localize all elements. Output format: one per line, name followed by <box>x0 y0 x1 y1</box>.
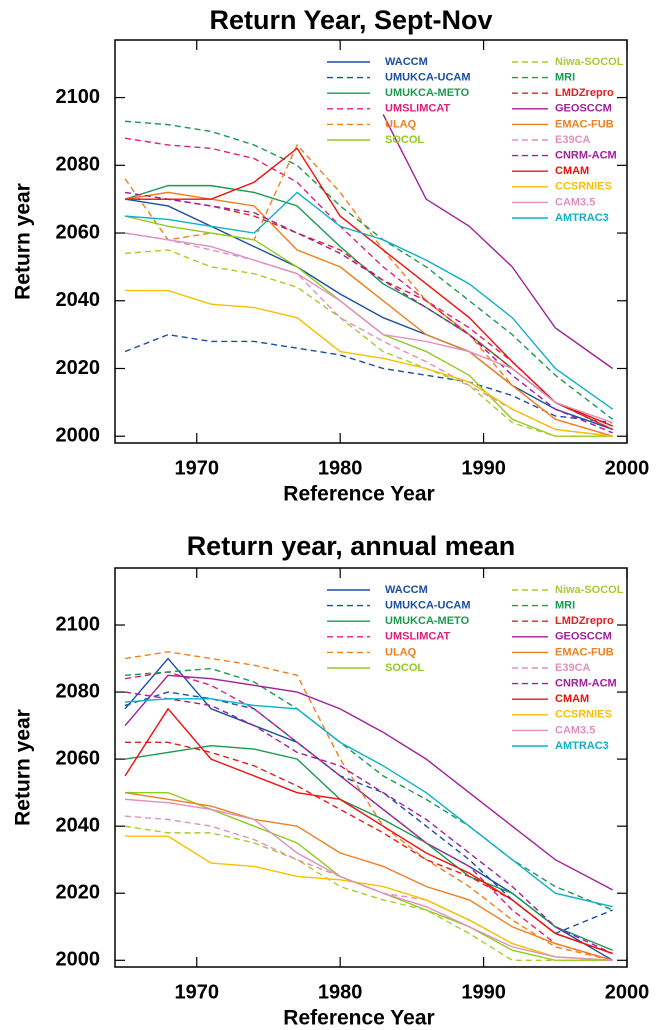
y-tick-label: 2080 <box>56 680 101 702</box>
x-tick-label: 2000 <box>605 981 650 1003</box>
series-line <box>124 707 613 955</box>
plot-lines <box>124 114 614 437</box>
x-tick-label: 1990 <box>461 981 506 1003</box>
series-line <box>124 191 613 434</box>
y-tick-label: 2000 <box>56 425 101 447</box>
series-line <box>124 698 613 908</box>
legend-label: AMTRAC3 <box>555 740 609 752</box>
series-line <box>124 232 613 437</box>
series-line <box>125 835 613 961</box>
plot-lines <box>124 651 614 961</box>
legend-label: UMUKCA-UCAM <box>385 72 471 84</box>
legend-label: E39CA <box>555 662 591 674</box>
legend-label: Niwa-SOCOL <box>555 56 624 68</box>
x-tick-label: 2000 <box>605 457 650 479</box>
legend-label: UMSLIMCAT <box>385 631 450 643</box>
x-tick-label: 1990 <box>461 457 506 479</box>
legend-label: LMDZrepro <box>555 87 614 99</box>
y-tick-label: 2060 <box>56 221 101 243</box>
y-axis-title: Return year <box>12 709 35 826</box>
legend-label: CNRM-ACM <box>555 678 617 690</box>
series-line <box>124 191 614 410</box>
series-line <box>124 215 613 437</box>
series-line <box>124 791 613 961</box>
series-line <box>125 289 613 437</box>
series-line <box>124 249 613 437</box>
legend-label: EMAC-FUB <box>555 646 614 658</box>
x-axis-title: Reference Year <box>283 483 434 506</box>
series-line <box>124 232 613 424</box>
series-line <box>124 137 613 431</box>
series-line <box>125 147 613 427</box>
x-tick-label: 1980 <box>318 981 363 1003</box>
legend-label: MRI <box>555 600 575 612</box>
y-tick-label: 2000 <box>56 949 101 971</box>
x-tick-label: 1970 <box>174 981 219 1003</box>
series-line <box>124 333 613 424</box>
y-axis-title: Return year <box>12 183 35 300</box>
plot-frame <box>114 39 628 444</box>
legend-label: E39CA <box>555 134 591 146</box>
y-tick-label: 2040 <box>56 289 101 311</box>
legend-label: UMUKCA-METO <box>385 87 470 99</box>
series-line <box>124 745 613 951</box>
legend-label: UMUKCA-METO <box>385 615 470 627</box>
series-line <box>382 114 614 370</box>
y-tick-label: 2060 <box>56 747 101 769</box>
legend-label: ULAQ <box>385 646 417 658</box>
y-tick-label: 2080 <box>56 154 101 176</box>
y-tick-label: 2100 <box>56 613 101 635</box>
series-line <box>124 798 613 961</box>
legend-label: WACCM <box>385 584 428 596</box>
y-tick-label: 2020 <box>56 357 101 379</box>
legend-label: GEOSCCM <box>555 103 612 115</box>
legend-label: CCSRNIES <box>555 181 612 193</box>
x-axis-title: Reference Year <box>283 1007 434 1030</box>
legend-label: ULAQ <box>385 118 417 130</box>
series-line <box>124 191 613 437</box>
series-line <box>125 198 613 431</box>
legend-label: CNRM-ACM <box>555 150 617 162</box>
series-line <box>124 691 613 955</box>
y-tick-label: 2040 <box>56 814 101 836</box>
legend-label: UMUKCA-UCAM <box>385 600 471 612</box>
legend-label: CMAM <box>555 693 589 705</box>
legend-label: SOCOL <box>385 134 424 146</box>
x-tick-label: 1970 <box>174 457 219 479</box>
series-line <box>124 671 613 961</box>
series-line <box>124 825 613 961</box>
legend-label: AMTRAC3 <box>555 212 609 224</box>
x-tick-label: 1980 <box>318 457 363 479</box>
y-tick-label: 2100 <box>56 86 101 108</box>
plot-frame <box>114 567 628 968</box>
series-line <box>124 143 613 437</box>
series-line <box>124 674 613 891</box>
chart-title: Return year, annual mean <box>187 531 516 561</box>
legend-label: MRI <box>555 72 575 84</box>
series-line <box>124 184 613 431</box>
legend-label: CAM3.5 <box>555 196 595 208</box>
series-line <box>124 198 613 431</box>
legend-label: WACCM <box>385 56 428 68</box>
legend-label: CAM3.5 <box>555 724 595 736</box>
legend-label: UMSLIMCAT <box>385 103 450 115</box>
series-line <box>124 120 614 420</box>
legend-label: CMAM <box>555 165 589 177</box>
series-line <box>124 667 613 911</box>
legend-label: Niwa-SOCOL <box>555 584 624 596</box>
legend-label: EMAC-FUB <box>555 118 614 130</box>
legend-label: LMDZrepro <box>555 615 614 627</box>
chart-title: Return Year, Sept-Nov <box>209 5 492 35</box>
legend-label: GEOSCCM <box>555 631 612 643</box>
y-tick-label: 2020 <box>56 882 101 904</box>
legend-label: SOCOL <box>385 662 424 674</box>
legend-label: CCSRNIES <box>555 709 612 721</box>
